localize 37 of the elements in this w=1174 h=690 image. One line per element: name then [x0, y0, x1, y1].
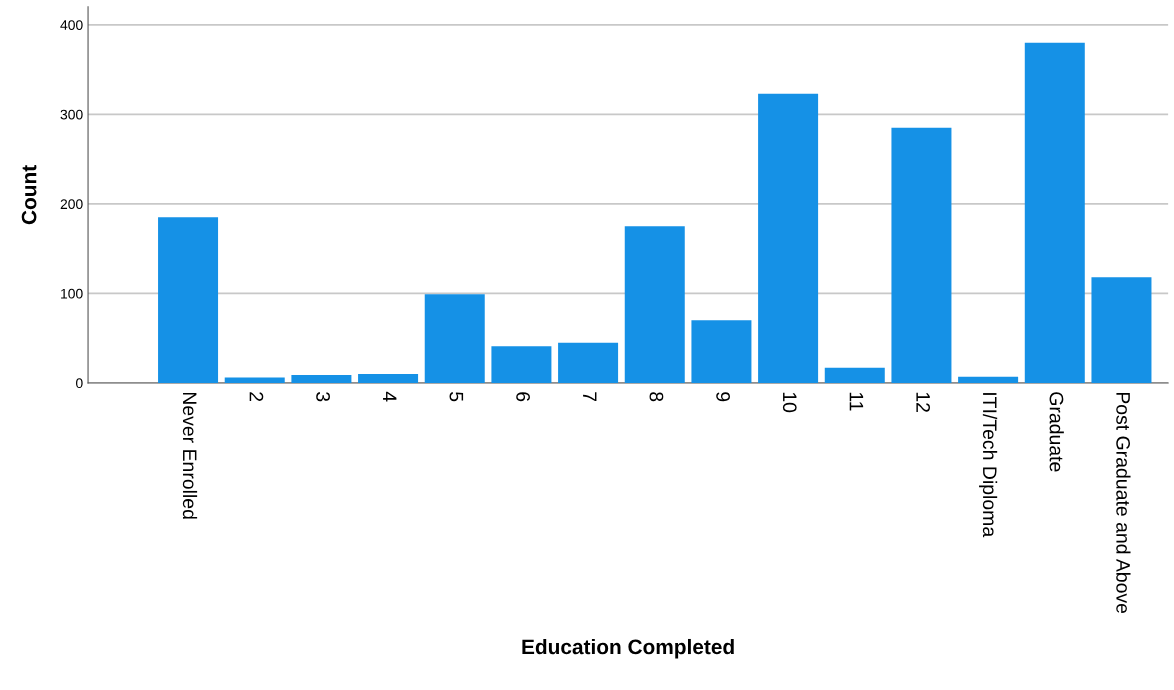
- x-tick-label: 12: [916, 392, 930, 412]
- bar: [424, 294, 485, 383]
- y-tick-label: 200: [60, 199, 83, 210]
- y-tick-label: 400: [60, 20, 83, 30]
- y-tick-label: 0: [76, 378, 83, 389]
- x-tick-label: 7: [583, 392, 597, 402]
- y-tick-label: 300: [60, 109, 83, 120]
- x-tick-label: 3: [316, 392, 330, 402]
- x-tick-label: Post Graduate and Above: [1116, 392, 1131, 614]
- bar: [491, 346, 552, 383]
- x-tick-label: 11: [849, 392, 864, 411]
- bar: [824, 367, 885, 383]
- x-tick-label: 6: [516, 392, 530, 402]
- x-tick-label: 10: [782, 392, 797, 413]
- x-tick-label: 9: [716, 392, 730, 402]
- bar: [158, 217, 219, 383]
- bar: [358, 374, 419, 383]
- y-tick-label: 100: [61, 288, 83, 299]
- x-axis-title: Education Completed: [522, 638, 734, 659]
- x-tick-label: 4: [383, 391, 397, 402]
- bar: [891, 127, 952, 383]
- bar: [224, 377, 285, 383]
- bar: [624, 226, 685, 383]
- x-tick-label: 8: [649, 392, 664, 402]
- bar: [558, 342, 619, 383]
- y-axis-title: Count: [21, 165, 37, 225]
- bar: [291, 374, 352, 383]
- x-tick-label: Never Enrolled: [182, 392, 198, 519]
- bar: [958, 376, 1019, 383]
- x-tick-label: ITI/Tech Diploma: [979, 393, 998, 538]
- x-tick-label: Graduate: [1049, 392, 1064, 472]
- bar: [1024, 42, 1085, 383]
- bar: [691, 320, 752, 383]
- bar: [1091, 277, 1152, 383]
- bar: [758, 93, 819, 383]
- x-tick-label: 2: [249, 392, 264, 402]
- x-tick-label: 5: [449, 392, 464, 402]
